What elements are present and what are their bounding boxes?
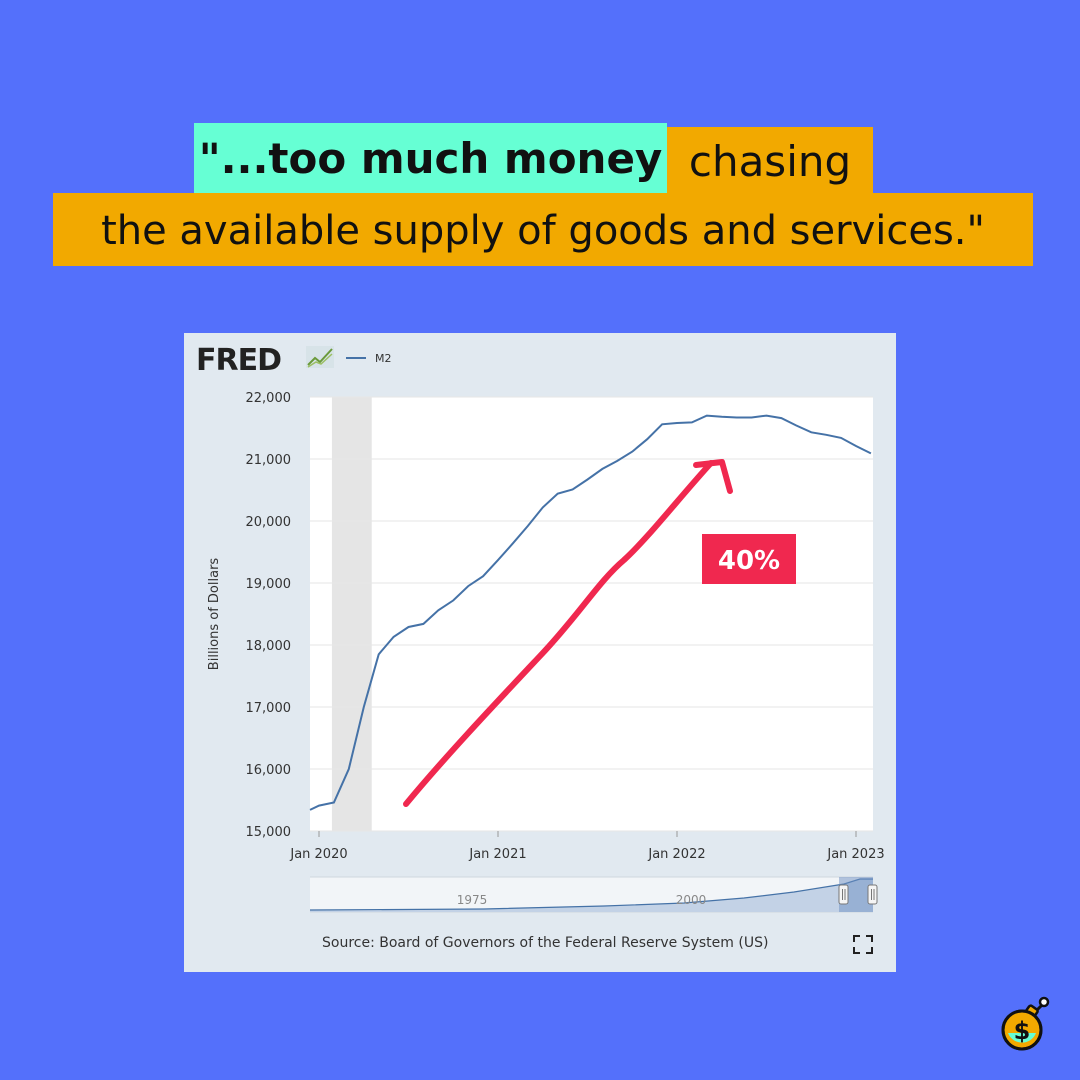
- y-tick-label: 18,000: [246, 639, 292, 654]
- fullscreen-icon[interactable]: [848, 931, 873, 955]
- m2-chart: FRED M2 15,000 16,000 17,000 18,000 19,000 20…: [196, 343, 885, 955]
- recession-shading: [331, 397, 372, 831]
- headline-part-1: "...too much money: [198, 134, 663, 183]
- trend-arrow: [403, 459, 733, 807]
- navigator-label-1975: 1975: [457, 893, 488, 907]
- fred-logo-graph-icon: [306, 346, 334, 368]
- y-axis-label: Billions of Dollars: [207, 558, 222, 671]
- source-text: Source: Board of Governors of the Federa…: [322, 935, 768, 951]
- headline-part-2: chasing: [688, 137, 852, 186]
- percent-badge-text: 40%: [718, 546, 780, 576]
- y-tick-label: 21,000: [246, 453, 292, 468]
- fred-chart-card: FRED M2 15,000 16,000 17,000 18,000 19,000 20…: [184, 333, 896, 972]
- percent-badge: [702, 534, 796, 584]
- series-line-m2: [309, 414, 872, 811]
- y-tick-label: 16,000: [246, 763, 292, 778]
- headline-highlight-1: "...too much money: [194, 123, 667, 194]
- x-tick-label: Jan 2020: [289, 847, 347, 862]
- x-tick-label: Jan 2023: [826, 847, 884, 862]
- svg-text:$: $: [1014, 1017, 1031, 1045]
- navigator-handle-right[interactable]: [867, 884, 878, 905]
- money-bag-icon: $: [1001, 996, 1050, 1051]
- y-tick-label: 22,000: [246, 391, 292, 406]
- x-tick-label: Jan 2022: [647, 847, 705, 862]
- range-navigator[interactable]: 1975 2000: [309, 876, 878, 913]
- headline-part-3: the available supply of goods and servic…: [101, 208, 985, 254]
- y-tick-label: 17,000: [246, 701, 292, 716]
- x-tick-label: Jan 2021: [468, 847, 526, 862]
- headline-highlight-2: chasing: [667, 127, 873, 194]
- headline-highlight-3: the available supply of goods and servic…: [53, 193, 1033, 266]
- y-tick-label: 15,000: [246, 825, 292, 840]
- navigator-label-2000: 2000: [676, 893, 707, 907]
- y-tick-label: 19,000: [246, 577, 292, 592]
- legend-label-m2: M2: [375, 352, 392, 365]
- plot-area: [310, 397, 873, 831]
- navigator-handle-left[interactable]: [838, 884, 849, 905]
- fred-logo: FRED: [196, 343, 281, 378]
- y-tick-label: 20,000: [246, 515, 292, 530]
